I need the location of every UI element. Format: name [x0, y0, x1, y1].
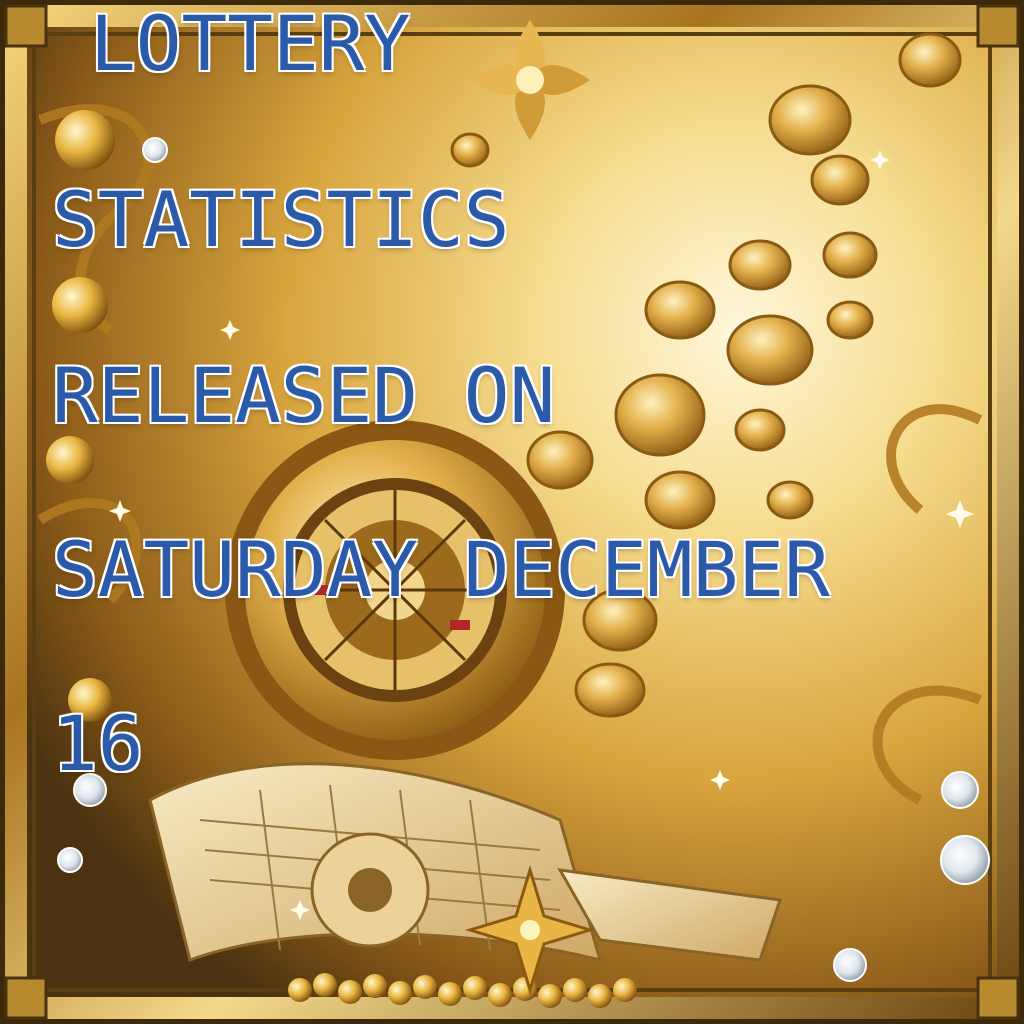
lottery-ticket-icon [148, 762, 782, 963]
gem-icon [464, 864, 596, 996]
gold-ball-cluster [46, 110, 115, 722]
sparkle-icon [109, 150, 974, 920]
fleur-ornament-icon [470, 20, 590, 140]
roulette-wheel-icon [225, 420, 565, 760]
coin-icon [450, 32, 962, 718]
